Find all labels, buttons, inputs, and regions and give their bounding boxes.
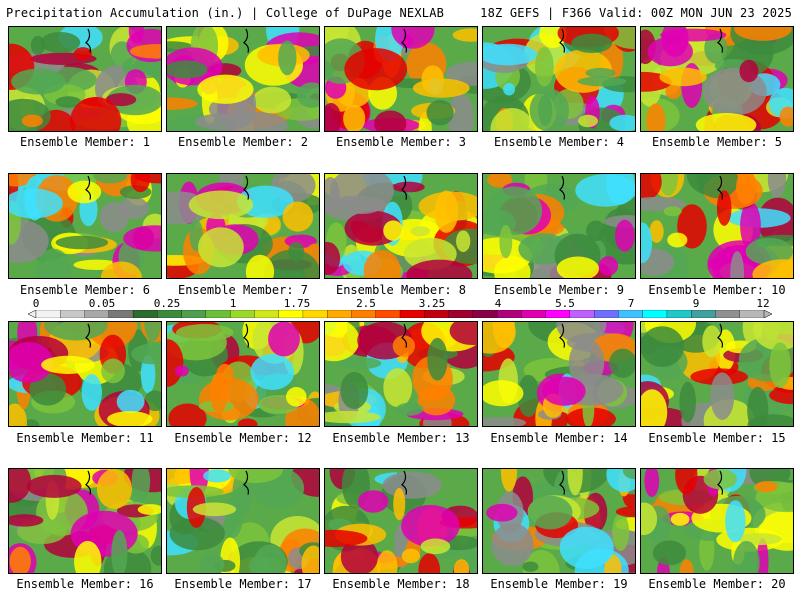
ensemble-member-map bbox=[166, 321, 320, 427]
member-caption: Ensemble Member: 10 bbox=[648, 283, 786, 297]
run-info: 18Z GEFS | F366 Valid: 00Z MON JUN 23 20… bbox=[480, 6, 792, 20]
ensemble-member-map bbox=[8, 26, 162, 132]
ensemble-member-map bbox=[8, 173, 162, 279]
colorbar-tick-label: 5.5 bbox=[555, 297, 575, 310]
colorbar-tick-label: 1 bbox=[229, 297, 237, 310]
ensemble-member-map bbox=[640, 468, 794, 574]
ensemble-member-map bbox=[324, 321, 478, 427]
ensemble-member-map bbox=[640, 26, 794, 132]
member-caption: Ensemble Member: 1 bbox=[19, 135, 151, 149]
colorbar-tick-label: 2.5 bbox=[356, 297, 376, 310]
member-caption: Ensemble Member: 19 bbox=[490, 577, 628, 591]
member-caption: Ensemble Member: 14 bbox=[490, 431, 628, 445]
member-caption: Ensemble Member: 9 bbox=[493, 283, 625, 297]
member-caption: Ensemble Member: 4 bbox=[493, 135, 625, 149]
colorbar-tick-label: 0.05 bbox=[88, 297, 116, 310]
member-caption: Ensemble Member: 20 bbox=[648, 577, 786, 591]
member-caption: Ensemble Member: 3 bbox=[335, 135, 467, 149]
ensemble-member-map bbox=[166, 173, 320, 279]
colorbar-tick-label: 9 bbox=[692, 297, 700, 310]
colorbar-tick-label: 3.25 bbox=[418, 297, 446, 310]
ensemble-member-map bbox=[324, 173, 478, 279]
ensemble-member-map bbox=[166, 468, 320, 574]
member-caption: Ensemble Member: 18 bbox=[332, 577, 470, 591]
member-caption: Ensemble Member: 12 bbox=[174, 431, 312, 445]
member-caption: Ensemble Member: 2 bbox=[177, 135, 309, 149]
ensemble-member-map bbox=[482, 26, 636, 132]
member-caption: Ensemble Member: 7 bbox=[177, 283, 309, 297]
member-caption: Ensemble Member: 11 bbox=[16, 431, 154, 445]
member-caption: Ensemble Member: 15 bbox=[648, 431, 786, 445]
ensemble-member-map bbox=[324, 26, 478, 132]
colorbar-tick-label: 0 bbox=[32, 297, 40, 310]
ensemble-member-map bbox=[640, 321, 794, 427]
ensemble-member-map bbox=[8, 321, 162, 427]
colorbar-tick-label: 12 bbox=[756, 297, 770, 310]
ensemble-member-map bbox=[166, 26, 320, 132]
ensemble-member-map bbox=[482, 321, 636, 427]
ensemble-member-map bbox=[482, 173, 636, 279]
colorbar-tick-label: 4 bbox=[494, 297, 502, 310]
colorbar bbox=[28, 310, 772, 318]
member-caption: Ensemble Member: 5 bbox=[651, 135, 783, 149]
colorbar-tick-label: 0.25 bbox=[153, 297, 181, 310]
member-caption: Ensemble Member: 16 bbox=[16, 577, 154, 591]
colorbar-tick-label: 1.75 bbox=[283, 297, 311, 310]
member-caption: Ensemble Member: 17 bbox=[174, 577, 312, 591]
ensemble-member-map bbox=[324, 468, 478, 574]
member-caption: Ensemble Member: 13 bbox=[332, 431, 470, 445]
ensemble-member-map bbox=[8, 468, 162, 574]
page-title: Precipitation Accumulation (in.) | Colle… bbox=[6, 6, 445, 20]
member-caption: Ensemble Member: 8 bbox=[335, 283, 467, 297]
ensemble-member-map bbox=[640, 173, 794, 279]
ensemble-member-map bbox=[482, 468, 636, 574]
member-caption: Ensemble Member: 6 bbox=[19, 283, 151, 297]
colorbar-tick-label: 7 bbox=[627, 297, 635, 310]
